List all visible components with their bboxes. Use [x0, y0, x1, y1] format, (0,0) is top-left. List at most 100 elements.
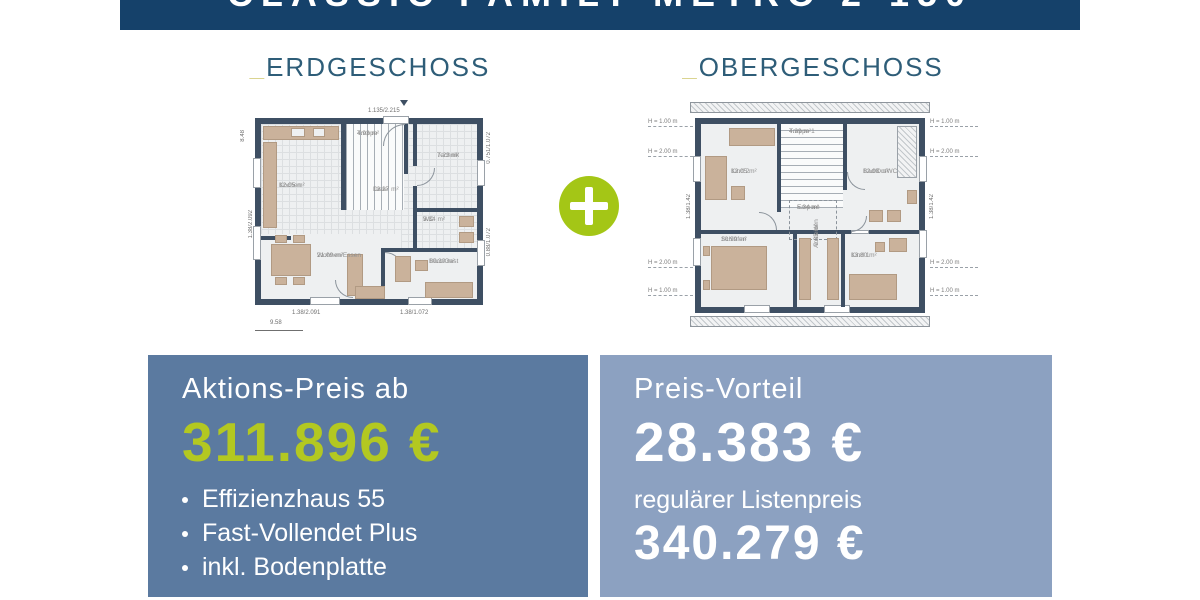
chair — [415, 260, 428, 271]
height-mark: H = 2.00 m — [930, 149, 978, 157]
chair — [275, 277, 287, 285]
height-mark: H = 1.00 m — [648, 288, 693, 296]
right-dim: 0.88/1.072 — [486, 228, 492, 257]
chair — [293, 235, 305, 243]
height-mark: H = 1.00 m — [648, 119, 693, 127]
heading-underscore: _ — [249, 52, 267, 82]
wardrobe — [827, 238, 839, 300]
title-banner: CLASSIC FAMILY METRO 2-150 — [120, 0, 1080, 30]
eg-interior: Kochen 12.05 m² Treppe 4.93 m² Diele 12.27 … — [261, 124, 477, 299]
offer-price: 311.896 € — [182, 411, 442, 473]
list-price: 340.279 € — [634, 517, 866, 570]
wall — [413, 186, 417, 248]
plus-icon — [559, 176, 619, 236]
offer-bullets: Effizienzhaus 55 Fast-Vollendet Plus ink… — [182, 485, 578, 582]
list-price-label: regulärer Listenpreis — [634, 486, 862, 514]
right-dim: 0.751/1.072 — [486, 132, 492, 164]
window — [253, 158, 261, 188]
bullet-item: inkl. Bodenplatte — [182, 553, 578, 582]
measure-line — [255, 330, 303, 331]
wall — [413, 124, 417, 166]
wall — [777, 124, 781, 212]
bath-counter — [897, 126, 917, 178]
wall — [793, 234, 797, 307]
bullet-dot — [182, 564, 188, 571]
entry-door-marker — [400, 100, 408, 106]
bath-fixture — [907, 190, 917, 204]
bullet-item: Effizienzhaus 55 — [182, 485, 578, 514]
entry-opening — [383, 116, 409, 124]
wall — [777, 230, 919, 234]
roof-strip — [690, 102, 930, 113]
window — [408, 297, 432, 305]
bullet-dot — [182, 530, 188, 537]
window — [919, 156, 927, 182]
obergeschoss-floorplan: H = 1.00 m H = 2.00 m H = 2.00 m H = 1.0… — [648, 98, 978, 343]
entry-door-dim: 1.135/2.215 — [368, 108, 400, 114]
bath-fixture — [869, 210, 883, 222]
window-door — [253, 226, 261, 260]
bullet-dot — [182, 496, 188, 503]
erdgeschoss-floorplan: 1.135/2.215 8.48 1.38/2.092 — [240, 98, 500, 350]
window — [477, 240, 485, 266]
side-door-dim: 1.38/1.42 — [929, 194, 935, 220]
window — [744, 305, 770, 313]
kitchen-counter — [263, 142, 277, 228]
og-interior: Kind 2 12.05 m² Treppe 1 4.39 m² Bad/Du/WC… — [701, 124, 919, 307]
door-arc — [759, 212, 777, 230]
wall — [341, 124, 346, 210]
guest-bed — [425, 282, 473, 298]
bottom-door-dim: 1.38/1.072 — [400, 310, 429, 316]
bath-fixture — [887, 210, 901, 222]
plan-height-dim: 8.48 — [240, 130, 246, 142]
sofa — [355, 286, 385, 299]
height-mark: H = 1.00 m — [930, 119, 978, 127]
wall — [841, 234, 845, 307]
window — [824, 305, 850, 313]
height-mark: H = 2.00 m — [648, 260, 693, 268]
door-opening — [851, 230, 869, 234]
window — [693, 238, 701, 266]
nightstand — [703, 246, 710, 256]
side-door-dim: 1.38/1.42 — [686, 194, 692, 220]
bottom-door-dim: 1.38/2.091 — [292, 310, 321, 316]
nightstand — [703, 280, 710, 290]
tiled-floor — [401, 234, 477, 250]
window — [477, 160, 485, 186]
room-label-vertical: Ankleiden 9.33 m² — [813, 219, 820, 248]
roof-strip — [690, 316, 930, 327]
bed — [849, 274, 897, 300]
chair — [293, 277, 305, 285]
offer-label: Aktions-Preis ab — [182, 373, 410, 405]
window — [693, 156, 701, 182]
double-bed — [711, 246, 767, 290]
wall — [843, 124, 847, 190]
stairs — [781, 124, 843, 208]
wardrobe — [705, 156, 727, 200]
heading-underscore: _ — [682, 52, 699, 82]
kitchen-sink — [291, 128, 305, 137]
desk — [889, 238, 907, 252]
height-mark: H = 2.00 m — [648, 149, 693, 157]
bed — [729, 128, 775, 146]
wardrobe — [799, 238, 811, 300]
height-mark: H = 2.00 m — [930, 260, 978, 268]
erdgeschoss-heading: _ERDGESCHOSS — [249, 52, 491, 82]
desk — [731, 186, 745, 200]
page-title: CLASSIC FAMILY METRO 2-150 — [120, 0, 1080, 15]
advantage-price: 28.383 € — [634, 411, 865, 473]
wc-fixture — [459, 216, 474, 227]
wall — [381, 248, 477, 252]
obergeschoss-heading: _OBERGESCHOSS — [682, 52, 944, 82]
wall — [701, 230, 777, 234]
dining-table — [271, 244, 311, 276]
empore-zone — [789, 200, 837, 240]
window — [919, 230, 927, 258]
bullet-item: Fast-Vollendet Plus — [182, 519, 578, 548]
wc-fixture — [459, 232, 474, 243]
chair — [275, 235, 287, 243]
advantage-label: Preis-Vorteil — [634, 373, 804, 405]
plan-width-dim: 9.58 — [270, 320, 282, 326]
wall — [381, 248, 385, 299]
chair — [875, 242, 885, 252]
